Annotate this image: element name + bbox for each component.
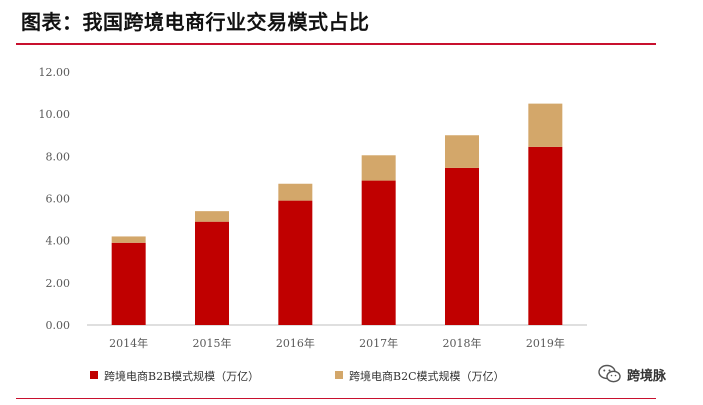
y-tick-label: 12.00 [39,66,71,79]
bar-b2c [445,135,479,168]
bar-b2c [361,155,396,181]
wechat-icon [598,364,621,383]
watermark-text: 跨境脉 [627,368,667,384]
bottom-divider [16,398,656,399]
bar-b2c [278,183,313,201]
y-tick-label: 8.00 [46,150,71,163]
y-tick-label: 2.00 [46,277,71,290]
chart-title: 图表：我国跨境电商行业交易模式占比 [21,10,370,34]
x-tick-label: 2016年 [276,336,315,350]
legend-label: 跨境电商B2C模式规模（万亿） [349,369,505,383]
y-tick-label: 0.00 [46,319,71,332]
y-tick-label: 6.00 [46,193,71,206]
x-tick-label: 2019年 [526,336,565,350]
y-tick-label: 4.00 [46,235,71,248]
watermark: 跨境脉 [598,364,666,384]
bar-b2b [195,221,229,325]
legend-label: 跨境电商B2B模式规模（万亿） [104,369,259,383]
x-tick-label: 2015年 [193,336,232,350]
x-tick-label: 2017年 [359,336,398,350]
title-divider [16,43,656,45]
bar-b2c [111,236,146,243]
x-tick-label: 2014年 [109,336,148,350]
y-tick-label: 10.00 [39,108,71,121]
bar-b2b [445,167,479,325]
x-tick-label: 2018年 [443,336,482,350]
legend-swatch [90,371,98,379]
bar-b2c [528,103,563,147]
legend-swatch [335,371,343,379]
bar-b2b [278,200,313,325]
bar-b2b [111,242,146,325]
bar-b2c [195,211,229,222]
bar-b2b [528,146,563,325]
bar-b2b [361,180,396,325]
